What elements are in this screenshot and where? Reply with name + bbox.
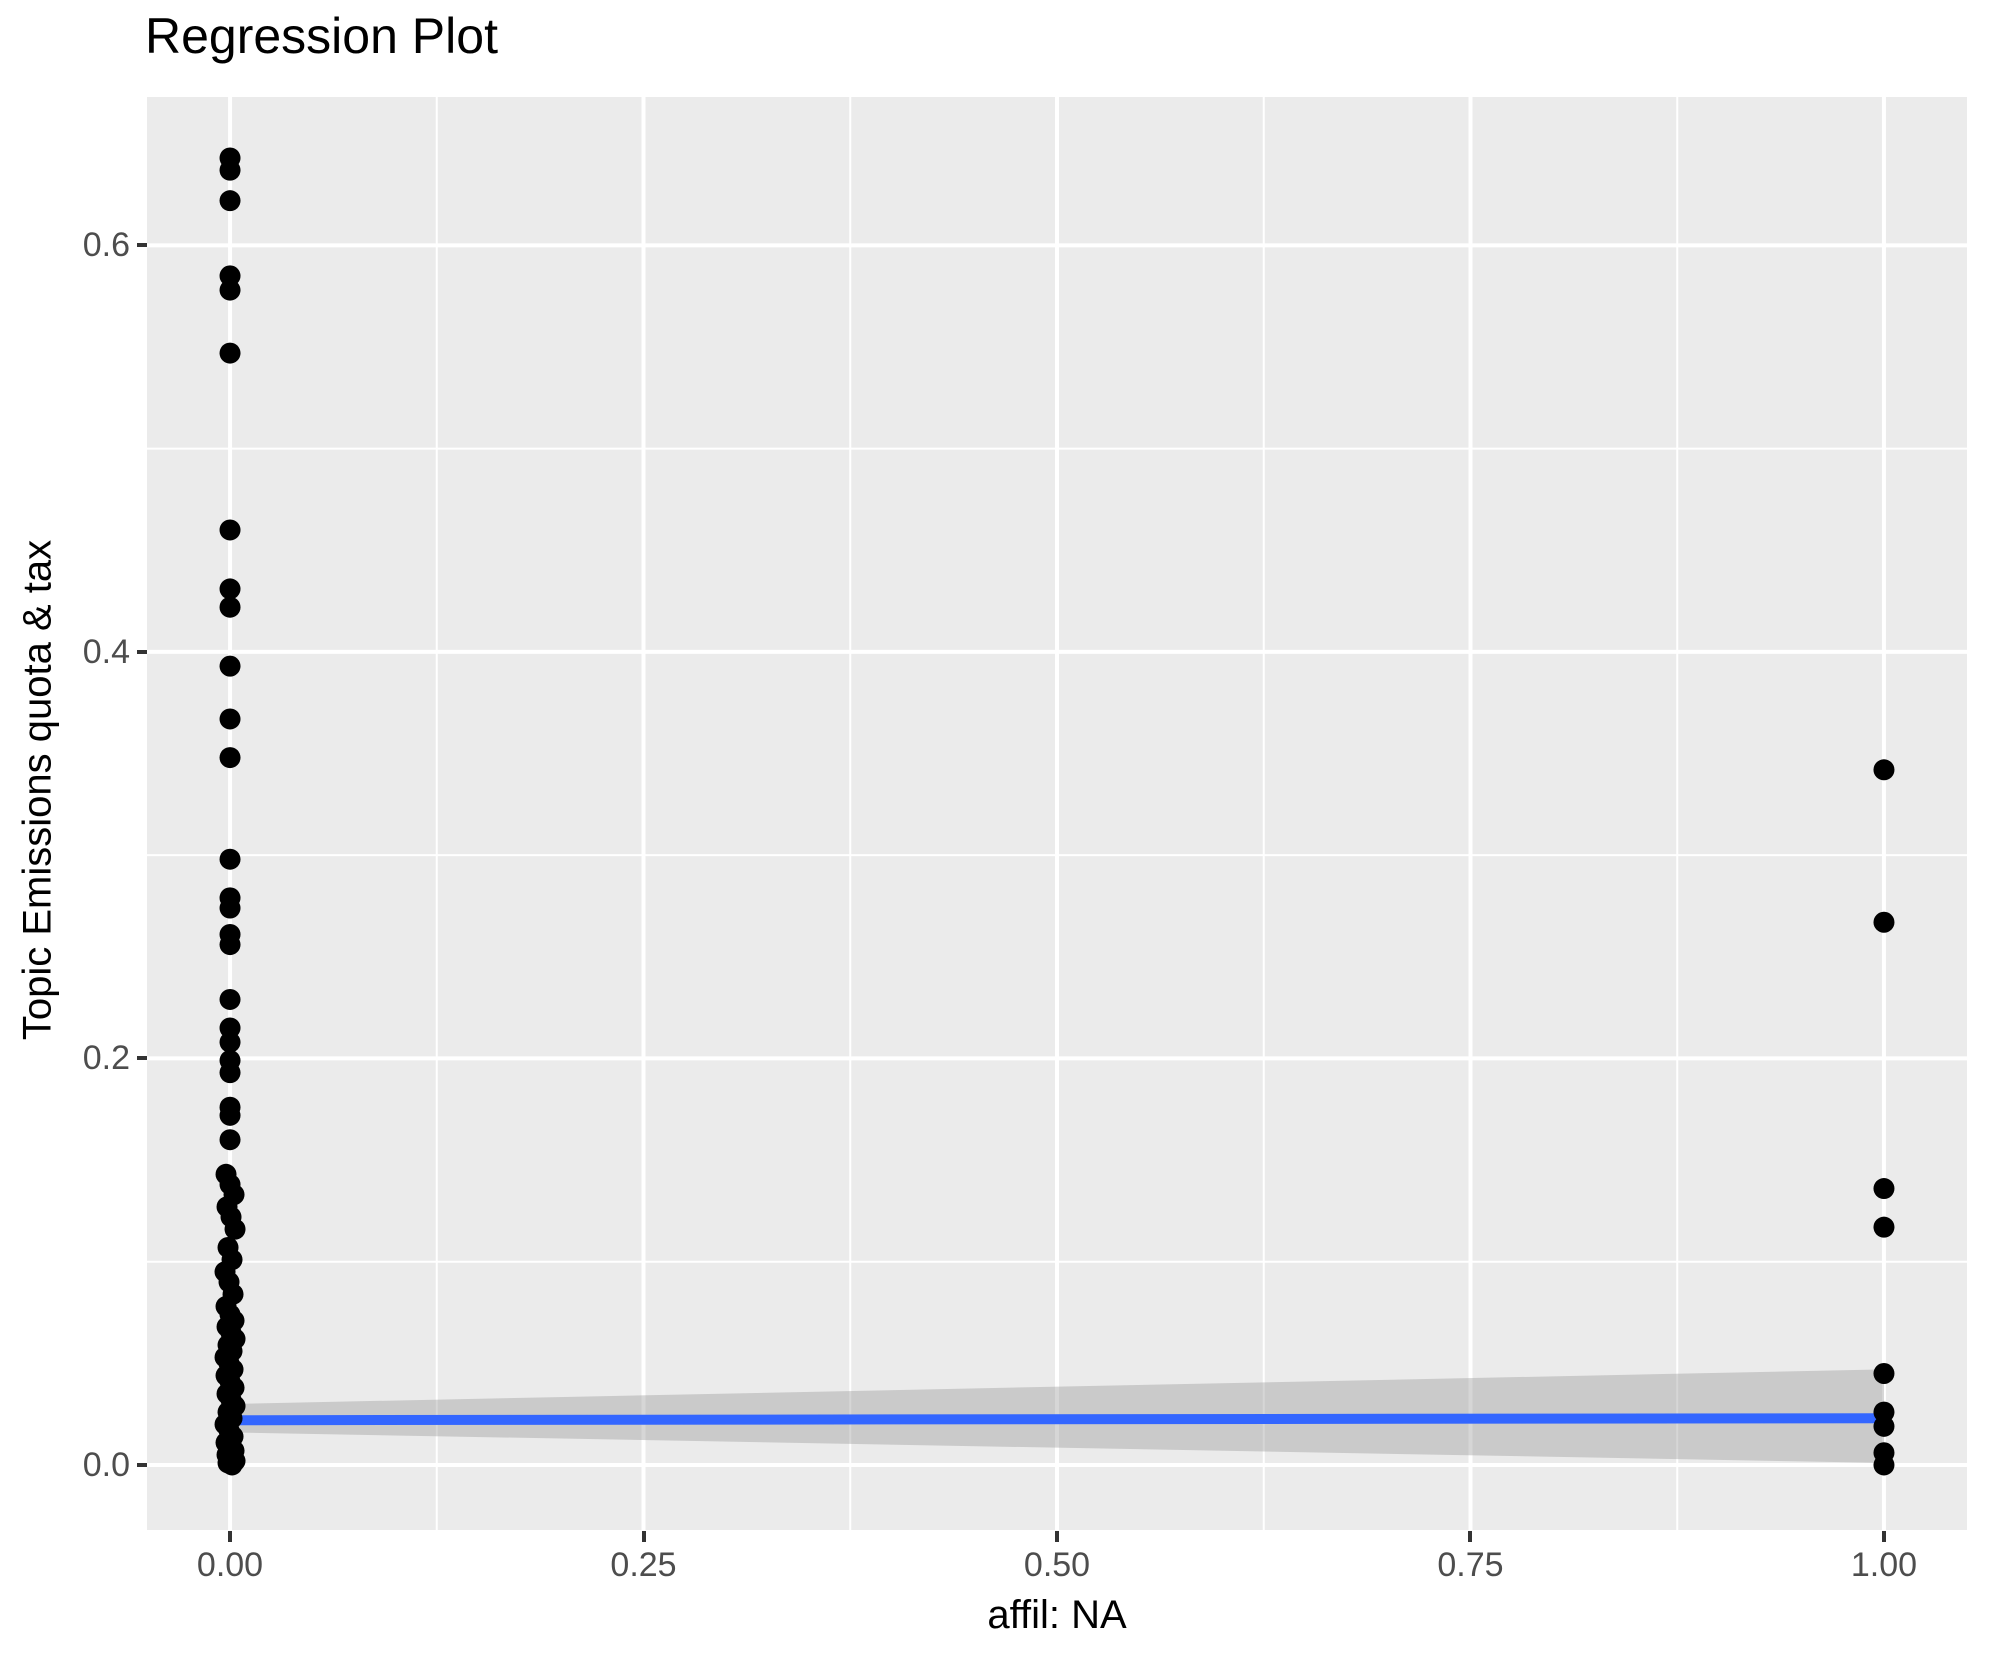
data-point	[219, 1104, 241, 1126]
x-tick-label: 0.75	[1437, 1546, 1504, 1584]
x-tick-mark	[1055, 1531, 1059, 1542]
data-point	[219, 1062, 241, 1084]
data-point	[219, 578, 241, 600]
y-tick-mark	[137, 243, 147, 248]
chart-title: Regression Plot	[145, 8, 498, 64]
data-point	[219, 519, 241, 541]
data-point	[219, 708, 241, 730]
data-point	[219, 934, 241, 956]
x-tick-mark	[641, 1531, 646, 1542]
data-point	[219, 190, 241, 212]
data-point	[219, 988, 241, 1010]
data-point	[1873, 911, 1895, 933]
x-axis-title: affil: NA	[987, 1593, 1127, 1637]
y-tick-mark	[137, 649, 147, 654]
data-point	[219, 596, 241, 618]
data-point	[1873, 1362, 1895, 1384]
y-tick-label: 0.0	[82, 1445, 130, 1484]
plot-canvas	[147, 97, 1967, 1530]
data-point	[1873, 1454, 1895, 1476]
data-point	[219, 1129, 241, 1151]
data-point	[224, 1218, 246, 1240]
data-point	[1873, 1216, 1895, 1238]
plot-panel	[147, 97, 1967, 1530]
y-tick-label: 0.6	[82, 226, 130, 265]
x-tick-label: 1.00	[1850, 1546, 1918, 1584]
data-point	[219, 1031, 241, 1053]
data-point	[1873, 759, 1895, 781]
data-point	[219, 342, 241, 364]
y-tick-label: 0.2	[82, 1039, 130, 1078]
regression-line	[230, 1413, 1884, 1426]
data-point	[219, 159, 241, 181]
x-tick-mark	[228, 1531, 233, 1542]
data-point	[219, 279, 241, 301]
y-axis-title: Topic Emissions quota & tax	[15, 539, 60, 1041]
data-point	[1873, 1415, 1895, 1437]
y-tick-mark	[137, 1462, 147, 1467]
data-point	[219, 655, 241, 677]
x-tick-mark	[1881, 1531, 1886, 1542]
data-point	[1873, 1178, 1895, 1200]
x-tick-label: 0.25	[610, 1546, 677, 1584]
x-tick-label: 0.50	[1023, 1546, 1091, 1584]
x-tick-label: 0.00	[196, 1546, 264, 1584]
data-point	[219, 897, 241, 919]
y-tick-label: 0.4	[82, 632, 130, 671]
data-point	[219, 747, 241, 769]
data-point	[221, 1454, 243, 1476]
y-tick-mark	[137, 1056, 147, 1061]
x-tick-mark	[1468, 1531, 1473, 1542]
data-point	[219, 848, 241, 870]
